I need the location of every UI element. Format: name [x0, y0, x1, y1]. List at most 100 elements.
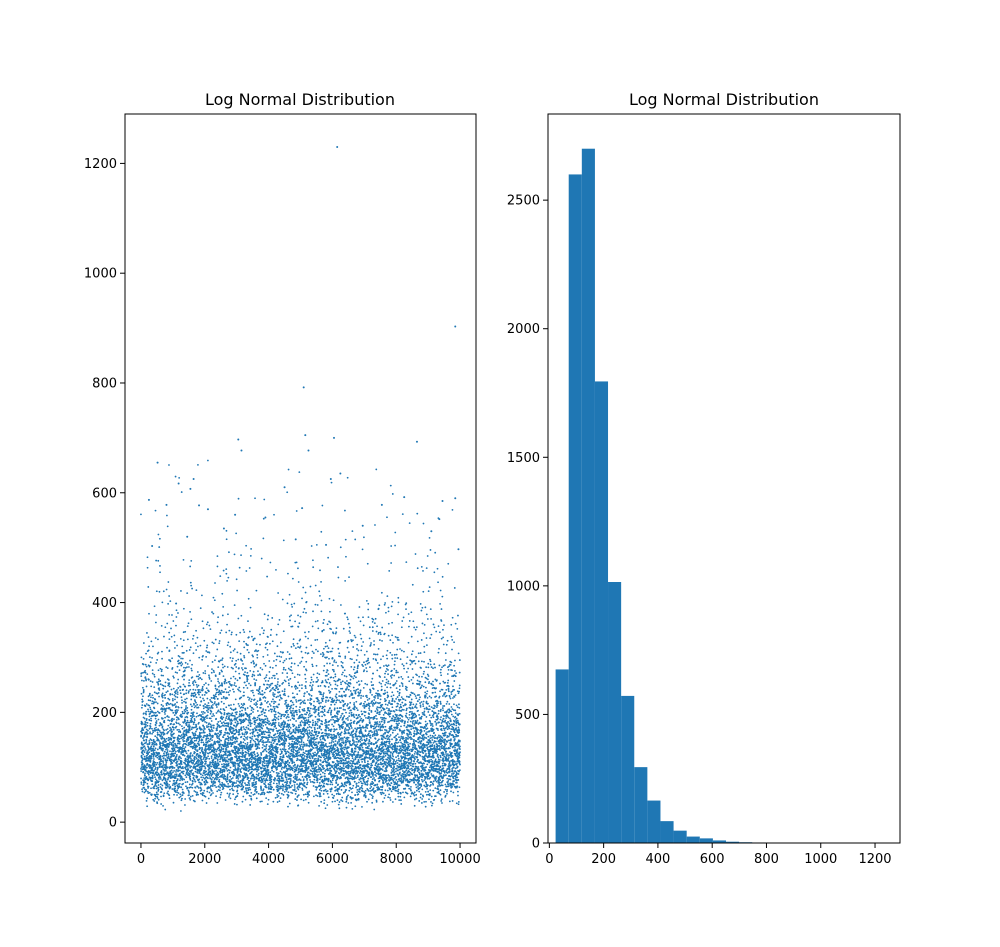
scatter-point: [247, 644, 249, 647]
scatter-point: [182, 639, 185, 642]
scatter-point: [166, 792, 169, 795]
scatter-point: [177, 612, 179, 614]
scatter-point: [180, 657, 183, 660]
scatter-point: [176, 693, 179, 696]
scatter-point: [298, 684, 301, 687]
scatter-point: [149, 708, 152, 711]
scatter-point: [277, 772, 280, 775]
scatter-point: [244, 731, 247, 734]
scatter-point: [220, 791, 223, 794]
scatter-point: [283, 747, 286, 749]
scatter-point: [274, 721, 277, 724]
scatter-point: [252, 739, 255, 742]
scatter-point: [263, 783, 266, 786]
scatter-point: [158, 765, 161, 768]
scatter-point: [231, 660, 234, 662]
scatter-point: [278, 740, 281, 743]
scatter-point: [141, 750, 144, 753]
scatter-point: [251, 743, 254, 746]
scatter-point: [248, 715, 251, 718]
scatter-point: [200, 711, 203, 713]
scatter-point: [253, 723, 256, 726]
scatter-point: [171, 698, 174, 700]
scatter-point: [173, 736, 176, 739]
scatter-point: [252, 730, 255, 733]
scatter-point: [263, 613, 266, 616]
scatter-point: [196, 771, 199, 774]
scatter-point: [144, 732, 146, 735]
scatter-point: [278, 760, 280, 763]
scatter-point: [215, 691, 218, 694]
scatter-point: [196, 712, 198, 715]
scatter-point: [141, 700, 144, 703]
scatter-point: [236, 651, 239, 654]
scatter-point: [195, 649, 198, 651]
scatter-point: [149, 738, 152, 741]
scatter-point: [145, 789, 148, 791]
scatter-point: [239, 768, 242, 771]
scatter-point: [273, 677, 276, 680]
scatter-point: [186, 625, 189, 628]
scatter-point: [180, 757, 182, 760]
scatter-point: [249, 725, 252, 727]
scatter-point: [228, 794, 231, 796]
scatter-point: [147, 636, 150, 638]
scatter-point: [205, 687, 208, 690]
scatter-point: [143, 680, 145, 682]
scatter-point: [154, 793, 157, 796]
scatter-point: [173, 769, 176, 772]
scatter-point: [191, 663, 193, 666]
scatter-point: [211, 661, 214, 663]
scatter-point: [217, 616, 220, 619]
scatter-point: [201, 594, 203, 597]
scatter-point: [151, 783, 154, 786]
scatter-point: [185, 705, 187, 707]
scatter-point: [257, 772, 260, 775]
scatter-point: [174, 791, 177, 793]
scatter-point: [144, 669, 147, 672]
scatter-point: [280, 787, 282, 790]
scatter-point: [223, 697, 225, 699]
scatter-point: [229, 656, 232, 659]
scatter-point: [153, 800, 156, 802]
scatter-point: [151, 753, 154, 756]
scatter-point: [152, 772, 155, 775]
scatter-point: [155, 763, 158, 766]
scatter-point: [294, 687, 297, 690]
scatter-point: [246, 678, 249, 681]
scatter-point: [275, 696, 278, 699]
scatter-point: [233, 773, 236, 776]
scatter-point: [293, 761, 296, 764]
scatter-point: [148, 715, 151, 718]
scatter-point: [264, 688, 267, 691]
scatter-point: [197, 793, 200, 796]
scatter-point: [202, 697, 204, 700]
scatter-point: [210, 726, 213, 729]
scatter-point: [187, 749, 190, 752]
scatter-point: [259, 633, 261, 636]
scatter-point: [280, 785, 282, 788]
scatter-point: [228, 629, 231, 632]
scatter-point: [162, 590, 165, 593]
scatter-point: [243, 694, 245, 697]
scatter-point: [221, 781, 224, 784]
scatter-point: [168, 613, 171, 616]
scatter-point: [262, 632, 265, 635]
scatter-point: [287, 572, 289, 575]
scatter-point: [297, 794, 300, 797]
scatter-point: [185, 728, 188, 731]
scatter-point: [150, 787, 152, 790]
scatter-point: [152, 738, 155, 741]
scatter-point: [171, 730, 173, 733]
scatter-point: [186, 666, 188, 669]
scatter-point: [208, 651, 211, 654]
scatter-point: [153, 691, 156, 694]
scatter-point: [247, 777, 250, 779]
scatter-point: [201, 685, 204, 688]
scatter-point: [157, 718, 160, 721]
scatter-point: [276, 683, 279, 686]
scatter-point: [267, 738, 270, 741]
scatter-point: [148, 612, 150, 615]
scatter-point: [247, 724, 250, 727]
scatter-point: [235, 659, 238, 662]
